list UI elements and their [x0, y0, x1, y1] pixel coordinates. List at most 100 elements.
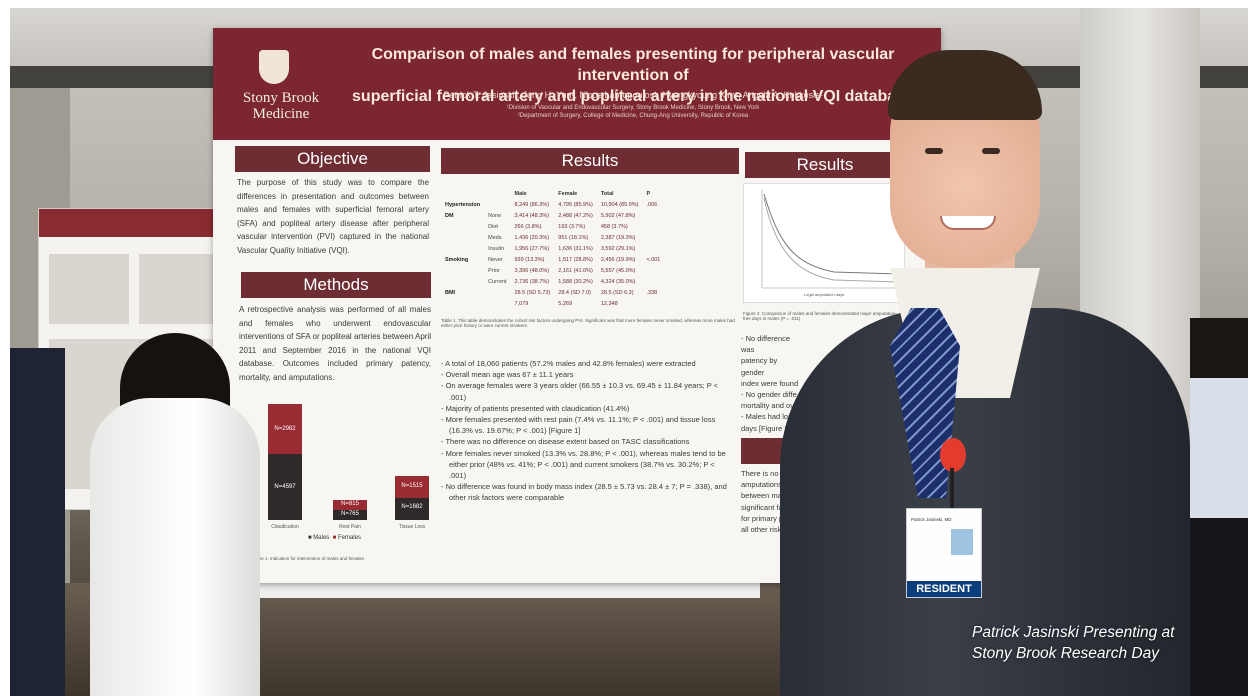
table-caption: Table 1. This table demonstrates the coh… [441, 318, 735, 328]
table-cell: Never [488, 256, 503, 263]
logo-line: Stony Brook [242, 90, 320, 106]
bar-males-tissue-loss [395, 498, 429, 520]
table-header: Total [600, 190, 614, 197]
indication-bar-chart: N=2982 N=4597 N=815 N=765 N=1515 N=1682 … [248, 398, 429, 558]
table-cell: 12,348 [600, 300, 618, 307]
table-cell [441, 221, 484, 232]
background-poster-header [39, 209, 239, 237]
table-cell: 3,592 (29.1%) [600, 245, 636, 252]
table-cell: 5,557 (45.0%) [600, 267, 636, 274]
table-cell: 1,956 (27.7%) [514, 245, 550, 252]
background-poster-figure [49, 254, 129, 324]
table-cell: 458 (3.7%) [600, 223, 628, 230]
conclusion-line: between male [741, 491, 788, 501]
photo-caption: Patrick Jasinski Presenting at Stony Bro… [972, 622, 1174, 664]
poster-banner: Stony Brook Medicine Comparison of males… [213, 28, 941, 140]
table-cell: 4,795 (85.9%) [558, 201, 593, 208]
conclusion-line: for primary pa [741, 513, 788, 523]
table-cell [484, 199, 510, 210]
table-header-row: Male Female Total P [441, 188, 664, 199]
event-photo: Stony Brook Medicine Comparison of males… [10, 8, 1248, 696]
bar-females-tissue-loss [395, 476, 429, 498]
table-cell [642, 232, 664, 243]
table-cell: 10,904 (85.9%) [600, 201, 639, 208]
background-person [10, 348, 65, 696]
objective-text: The purpose of this study was to compare… [237, 178, 429, 255]
table-row: BMI 28.5 (SD 5.73) 28.4 (SD 7.0) 28.5 (SD 6… [441, 287, 664, 298]
badge-reel-icon [940, 438, 966, 472]
result-bullet: - A total of 18,060 patients (57.2% male… [441, 359, 696, 368]
table-cell: 2,456 (19.9%) [600, 256, 636, 263]
poster-title-line: superficial femoral artery and popliteal… [352, 88, 914, 105]
table-cell: 939 (13.3%) [514, 256, 545, 263]
table-cell: 2,488 (47.2%) [558, 212, 593, 219]
table-cell: 28.4 (SD 7.0) [558, 289, 591, 296]
table-row: Insulin 1,956 (27.7%) 1,636 (31.1%) 3,592 (… [441, 243, 664, 254]
table-cell [642, 243, 664, 254]
table-row: Meds 1,436 (20.3%) 951 (18.1%) 2,387 (19.3%… [441, 232, 664, 243]
result-bullet: - Majority of patients presented with cl… [441, 403, 630, 413]
methods-text: A retrospective analysis was performed o… [239, 305, 431, 382]
legend-item: Females [337, 535, 361, 541]
result-bullet: - There was no difference on disease ext… [441, 437, 690, 447]
poster-title-line: Comparison of males and females presenti… [371, 46, 895, 84]
table-cell: Current [488, 278, 507, 285]
table-cell: 5,269 [558, 300, 573, 307]
table-cell: Smoking [445, 256, 469, 263]
presenter-smile [940, 216, 996, 230]
caption-line: Patrick Jasinski Presenting at [972, 624, 1175, 641]
result-bullet: mortality and ov [741, 401, 794, 411]
table-cell: 1,517 (28.8%) [558, 256, 593, 263]
attendee-white-coat [90, 398, 260, 696]
conclusion-text: There is no diffe amputations, an betwee… [741, 468, 801, 535]
affiliation-line: ²Department of Surgery, College of Medic… [517, 113, 749, 119]
table-header: P [646, 190, 651, 197]
table-cell: <.001 [646, 256, 661, 263]
results-bullets: - A total of 18,060 patients (57.2% male… [441, 358, 731, 504]
survival-curve-svg [761, 190, 900, 289]
table-cell [441, 276, 484, 287]
table-cell: 7,079 [514, 300, 529, 307]
table-cell: 4,324 (35.0%) [600, 278, 636, 285]
table-row: DM None 3,414 (48.3%) 2,488 (47.2%) 5,902 (4… [441, 210, 664, 221]
legend-item: Males [313, 535, 330, 541]
table-cell: Meds [488, 234, 502, 241]
bar-females-claudication [268, 404, 302, 454]
result-bullet: index were found [741, 378, 799, 388]
result-bullet: - Males had longe [741, 412, 801, 422]
poster-title: Comparison of males and females presenti… [333, 44, 933, 107]
bar-label: N=2982 [274, 426, 296, 432]
presenter-hair [888, 50, 1042, 120]
bar-category-label: Tissue Loss [398, 524, 426, 530]
bar-label: N=4597 [274, 484, 296, 490]
table-cell [642, 298, 664, 309]
table-cell: .338 [646, 289, 658, 296]
bar-label: N=815 [341, 501, 359, 507]
table-cell [642, 221, 664, 232]
results-heading: Results [441, 148, 739, 174]
table-cell [484, 298, 510, 309]
table-cell: BMI [445, 289, 456, 296]
table-cell [441, 298, 484, 309]
bar-label: N=1515 [401, 483, 423, 489]
table-row: Hypertension 8,249 (86.3%) 4,795 (85.9%) 10… [441, 199, 664, 210]
table-cell: 1,636 (31.1%) [558, 245, 593, 252]
table-cell: 2,736 (38.7%) [514, 278, 550, 285]
result-bullet: - More females never smoked (13.3% vs. 2… [441, 448, 726, 481]
table-row: Prior 3,396 (48.0%) 2,161 (41.0%) 5,557 (45… [441, 265, 664, 276]
table-cell: 2,161 (41.0%) [558, 267, 593, 274]
presenter-eye [925, 148, 943, 154]
bar-males-rest-pain [333, 510, 367, 520]
bar-category-label: Rest Pain [339, 524, 361, 530]
results-table: Male Female Total P Hypertension 8,249 (8… [441, 188, 664, 309]
table-cell [642, 210, 664, 221]
table-row: Smoking Never 939 (13.3%) 1,517 (28.8%) 2,45… [441, 254, 664, 265]
table-cell: DM [445, 212, 454, 219]
table-row: Diet 266 (3.8%) 193 (3.7%) 458 (3.7%) [441, 221, 664, 232]
table-cell: 3,414 (48.3%) [514, 212, 550, 219]
table-header: Female [558, 190, 578, 197]
result-bullet: - On average females were 3 years older … [441, 381, 719, 402]
table-cell: 5,902 (47.8%) [600, 212, 636, 219]
table-cell [441, 265, 484, 276]
result-bullet: - No difference was found in body mass i… [441, 482, 727, 503]
